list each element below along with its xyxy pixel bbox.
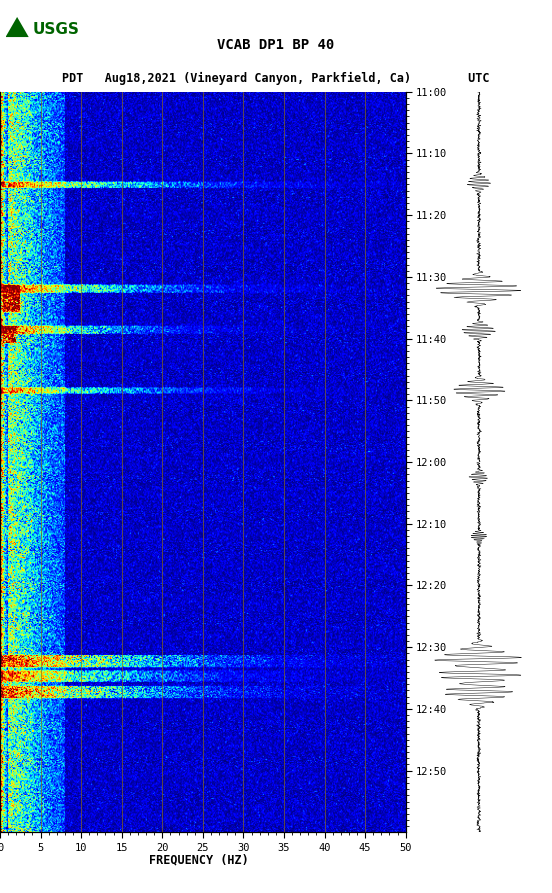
Text: FREQUENCY (HZ): FREQUENCY (HZ) [149,853,248,866]
Polygon shape [6,17,29,38]
Text: VCAB DP1 BP 40: VCAB DP1 BP 40 [217,38,335,52]
Text: USGS: USGS [33,21,79,37]
Text: PDT   Aug18,2021 (Vineyard Canyon, Parkfield, Ca)        UTC: PDT Aug18,2021 (Vineyard Canyon, Parkfie… [62,72,490,86]
